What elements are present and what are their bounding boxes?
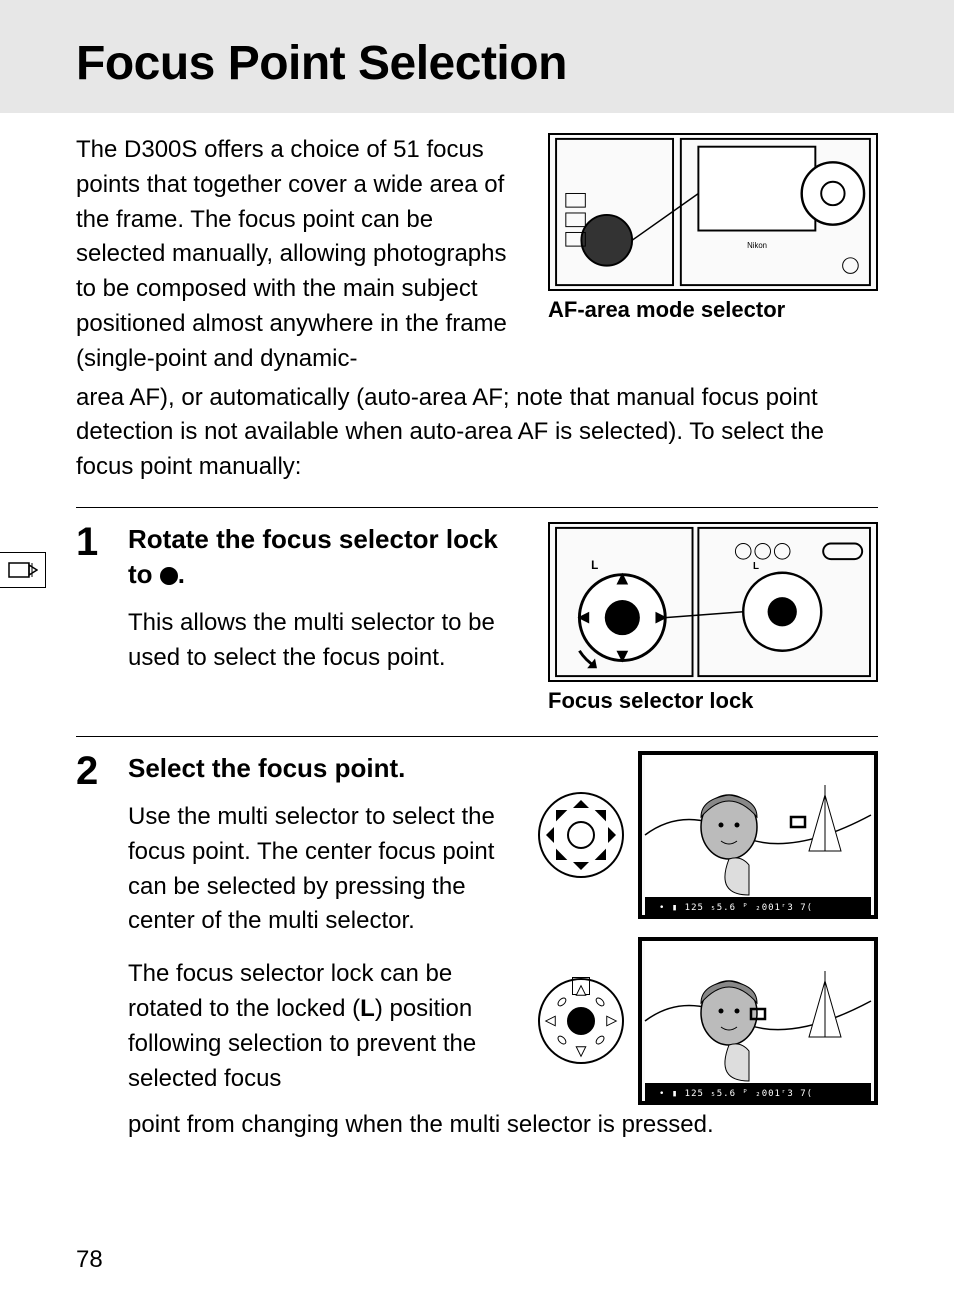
step1-heading: Rotate the focus selector lock to . [128,522,524,592]
section-tab-icon [0,552,46,588]
figure-af-area-selector: Nikon [548,133,878,291]
divider [76,507,878,508]
step2-body2: The focus selector lock can be rotated t… [128,957,514,1096]
dot-icon [160,567,178,585]
figure-focus-selector-lock: L L [548,522,878,682]
viewfinder-readout: • ▮ 125 ₅5.6 ᴾ ₂001ʳ3 7( [659,903,813,913]
figure-viewfinder-1: • ▮ 125 ₅5.6 ᴾ ₂001ʳ3 7( [638,751,878,919]
page-number: 78 [76,1246,103,1274]
viewfinder-readout: • ▮ 125 ₅5.6 ᴾ ₂001ʳ3 7( [659,1089,813,1099]
multi-selector-center-icon [538,978,624,1064]
multi-selector-arrows-icon [538,792,624,878]
figure-viewfinder-2: • ▮ 125 ₅5.6 ᴾ ₂001ʳ3 7( [638,937,878,1105]
svg-text:L: L [753,561,759,572]
page-title: Focus Point Selection [76,36,954,91]
figure-caption-2: Focus selector lock [548,688,878,714]
intro-text-2: area AF), or automatically (auto-area AF… [76,381,878,485]
header-band: Focus Point Selection [0,0,954,113]
figure-caption-1: AF-area mode selector [548,297,878,323]
svg-text:L: L [591,559,598,572]
divider [76,736,878,737]
step1-head-period: . [178,559,185,589]
svg-text:Nikon: Nikon [747,241,767,250]
lock-letter: L [360,995,375,1022]
intro-text-1: The D300S offers a choice of 51 focus po… [76,133,524,377]
step1-body: This allows the multi selector to be use… [128,606,524,676]
step2-body1: Use the multi selector to select the foc… [128,800,514,939]
step2-heading: Select the focus point. [128,751,514,786]
step-number-2: 2 [76,751,110,1161]
step-number-1: 1 [76,522,110,714]
